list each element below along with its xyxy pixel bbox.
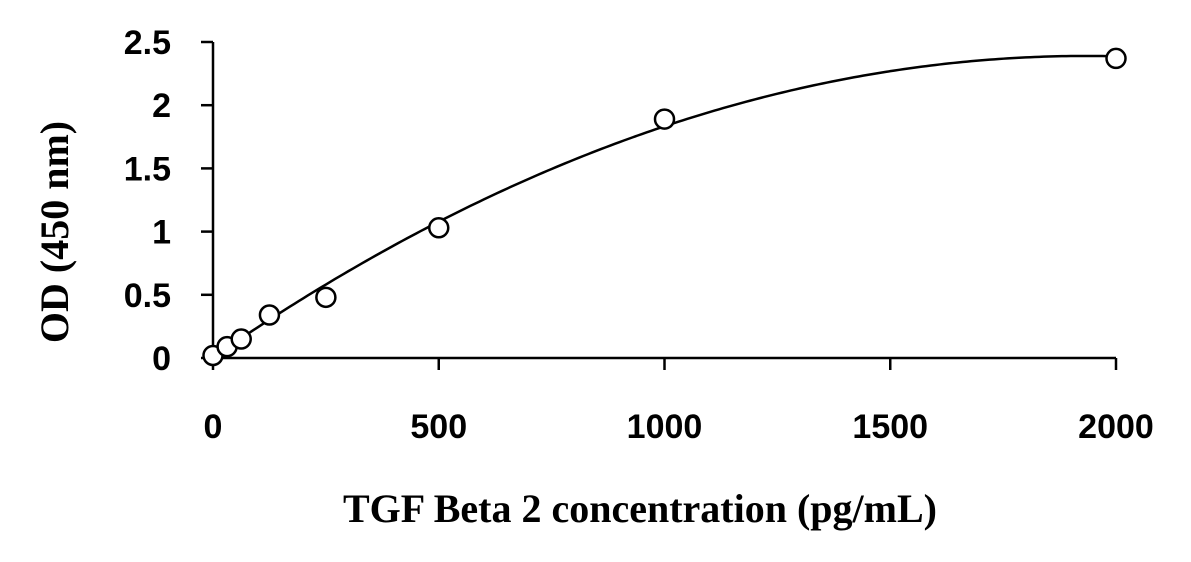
data-point [258, 304, 281, 326]
x-axis-title: TGF Beta 2 concentration (pg/mL) [343, 486, 937, 531]
y-tick-label: 2 [152, 87, 171, 125]
x-ticks: 0 500 1000 1500 2000 [204, 358, 1154, 446]
y-tick-label: 0 [152, 340, 171, 378]
y-tick-label: 0.5 [124, 277, 171, 315]
fit-curve [212, 54, 1117, 359]
y-tick-label: 2.5 [124, 24, 171, 62]
y-tick-label: 1 [152, 214, 171, 252]
x-tick-label: 2000 [1078, 408, 1154, 446]
data-point [1105, 47, 1127, 70]
data-point [428, 217, 450, 239]
data-points [202, 47, 1127, 367]
y-ticks: 0 0.5 1 1.5 2 2.5 [124, 24, 213, 378]
x-tick-label: 1000 [627, 408, 703, 446]
x-tick-label: 0 [204, 408, 223, 446]
x-tick-label: 500 [410, 408, 467, 446]
y-tick-label: 1.5 [124, 150, 171, 188]
y-axis-title: OD (450 nm) [32, 121, 77, 343]
x-tick-label: 1500 [852, 408, 928, 446]
data-point [653, 108, 676, 130]
axes [211, 42, 1116, 360]
data-point [230, 328, 252, 350]
data-point [315, 286, 337, 309]
